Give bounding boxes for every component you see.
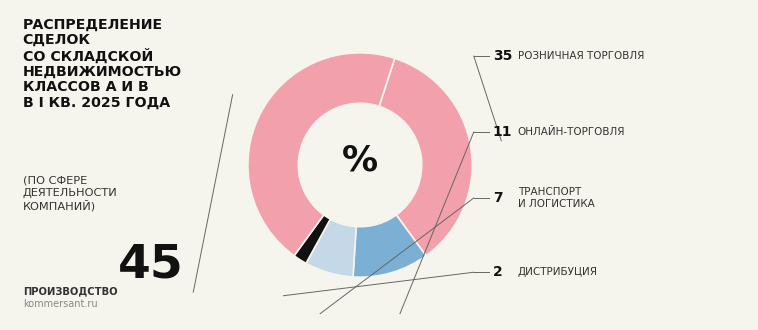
Text: (ПО СФЕРЕ
ДЕЯТЕЛЬНОСТИ
КОМПАНИЙ): (ПО СФЕРЕ ДЕЯТЕЛЬНОСТИ КОМПАНИЙ)	[23, 176, 117, 212]
Text: 35: 35	[493, 49, 512, 63]
Wedge shape	[379, 58, 472, 256]
Text: ПРОИЗВОДСТВО: ПРОИЗВОДСТВО	[23, 286, 117, 296]
Text: 11: 11	[493, 125, 512, 139]
Text: 7: 7	[493, 191, 503, 205]
Text: РАСПРЕДЕЛЕНИЕ
СДЕЛОК
СО СКЛАДСКОЙ
НЕДВИЖИМОСТЬЮ
КЛАССОВ А И В
В I КВ. 2025 ГОДА: РАСПРЕДЕЛЕНИЕ СДЕЛОК СО СКЛАДСКОЙ НЕДВИЖ…	[23, 18, 182, 110]
Text: ДИСТРИБУЦИЯ: ДИСТРИБУЦИЯ	[518, 267, 598, 277]
Wedge shape	[248, 53, 395, 256]
Text: 45: 45	[118, 243, 184, 288]
Text: РОЗНИЧНАЯ ТОРГОВЛЯ: РОЗНИЧНАЯ ТОРГОВЛЯ	[518, 51, 644, 61]
Wedge shape	[306, 219, 356, 277]
Text: ТРАНСПОРТ
И ЛОГИСТИКА: ТРАНСПОРТ И ЛОГИСТИКА	[518, 187, 594, 209]
Text: kommersant.ru: kommersant.ru	[23, 299, 97, 309]
Wedge shape	[353, 215, 426, 277]
Text: %: %	[342, 144, 378, 178]
Text: 2: 2	[493, 265, 503, 279]
Wedge shape	[294, 215, 330, 263]
Text: ОНЛАЙН-ТОРГОВЛЯ: ОНЛАЙН-ТОРГОВЛЯ	[518, 127, 625, 137]
